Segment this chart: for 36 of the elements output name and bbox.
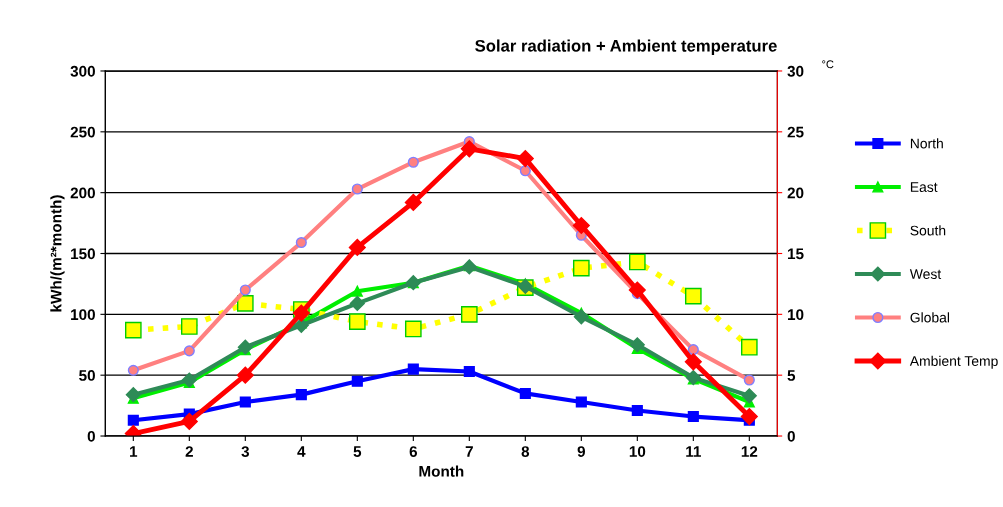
x-tick-label: 10	[629, 446, 646, 457]
y-tick-label: 50	[79, 370, 95, 381]
legend-label: Ambient Temp	[909, 355, 998, 369]
x-tick-label: 9	[577, 446, 585, 457]
x-tick-label: 11	[686, 446, 701, 457]
legend-label: Global	[910, 312, 950, 323]
y-tick-label: 0	[87, 430, 95, 442]
y-tick-label: 100	[71, 309, 95, 321]
x-tick-label: 6	[409, 446, 418, 457]
y-tick-label: 300	[70, 65, 95, 77]
x-tick-label: 3	[241, 446, 250, 457]
y2-tick-label: 25	[787, 126, 804, 138]
x-tick-label: 2	[185, 446, 193, 457]
y2-tick-label: 5	[787, 370, 796, 381]
x-tick-label: 7	[465, 446, 473, 457]
y-tick-label: 250	[70, 126, 95, 138]
x-tick-label: 8	[521, 446, 530, 457]
legend-label: South	[910, 225, 946, 236]
x-tick-label: 12	[741, 446, 758, 457]
y-axis-title: kWh/(m²*month)	[50, 195, 65, 312]
legend-label: North	[910, 138, 943, 149]
y2-tick-label: 15	[788, 248, 804, 260]
chart-title: Solar radiation + Ambient temperature	[475, 39, 777, 55]
legend-label: East	[910, 182, 938, 192]
y2-tick-label: 10	[788, 309, 804, 321]
x-tick-label: 1	[130, 446, 138, 457]
x-tick-label: 5	[353, 446, 362, 457]
y-tick-label: 150	[71, 248, 95, 260]
y2-axis-title: °C	[822, 60, 834, 69]
y2-tick-label: 30	[787, 65, 804, 77]
x-axis-title: Month	[419, 465, 464, 477]
legend-label: West	[909, 269, 942, 279]
y2-tick-label: 20	[787, 187, 804, 199]
x-tick-label: 4	[297, 446, 306, 457]
y2-tick-label: 0	[787, 430, 795, 442]
y-tick-label: 200	[70, 187, 95, 199]
